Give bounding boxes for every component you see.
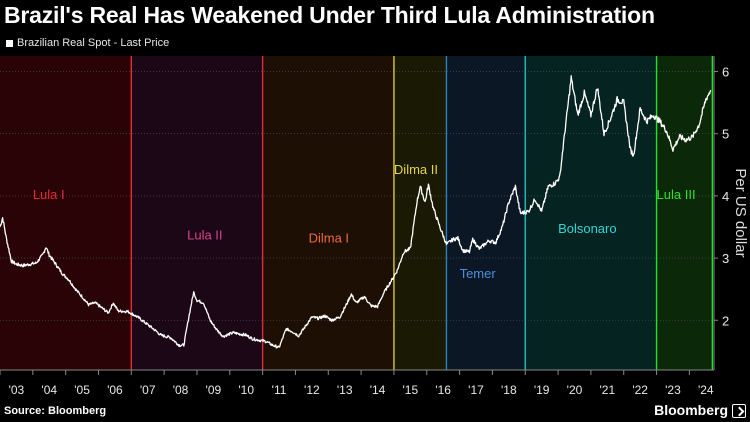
legend-swatch <box>6 39 13 47</box>
x-tick-label: '19 <box>534 383 550 397</box>
chart-title: Brazil's Real Has Weakened Under Third L… <box>4 2 655 28</box>
x-tick-label: '20 <box>567 383 583 397</box>
x-tick-label: '07 <box>140 383 156 397</box>
era-label-dilma-ii: Dilma II <box>394 162 438 177</box>
era-label-lula-iii: Lula III <box>657 187 696 202</box>
series-line-brl <box>0 75 712 349</box>
x-tick-label: '14 <box>370 383 386 397</box>
x-tick-label: '24 <box>698 383 714 397</box>
x-tick-label: '08 <box>173 383 189 397</box>
bloomberg-arrow-icon <box>732 404 746 418</box>
x-tick-label: '06 <box>107 383 123 397</box>
x-tick-label: '17 <box>468 383 484 397</box>
legend: Brazilian Real Spot - Last Price <box>6 37 169 49</box>
era-label-lula-ii: Lula II <box>187 227 222 242</box>
era-boundaries <box>130 56 714 370</box>
x-tick-label: '05 <box>74 383 90 397</box>
gridlines <box>0 71 714 321</box>
x-tick-label: '11 <box>272 383 287 397</box>
x-tick-label: '10 <box>238 383 254 397</box>
y-axis-label: Per US dollar <box>732 168 749 257</box>
chart: Lula I Lula II Dilma I Dilma II Temer Bolsona… <box>0 56 749 397</box>
era-label-bolsonaro: Bolsonaro <box>558 221 617 236</box>
y-tick-label: 4 <box>722 189 729 204</box>
x-tick-label: '03 <box>9 383 25 397</box>
era-bg-dilma-ii <box>393 56 447 370</box>
era-bg-temer <box>446 56 526 370</box>
x-tick-label: '15 <box>403 383 419 397</box>
era-backgrounds <box>0 56 713 370</box>
era-bg-dilma-i <box>262 56 394 370</box>
y-axis: 2 3 4 5 6 <box>713 56 729 370</box>
y-tick-label: 2 <box>722 313 729 328</box>
x-tick-label: '18 <box>501 383 517 397</box>
x-tick-label: '13 <box>337 383 353 397</box>
era-label-dilma-i: Dilma I <box>309 231 349 246</box>
x-tick-label: '16 <box>435 383 451 397</box>
era-label-lula-i: Lula I <box>33 187 65 202</box>
x-tick-label: '21 <box>599 383 615 397</box>
era-label-temer: Temer <box>460 266 497 281</box>
y-tick-label: 6 <box>722 65 729 80</box>
bloomberg-logo: Bloomberg <box>654 402 728 418</box>
y-tick-label: 3 <box>722 251 729 266</box>
era-labels: Lula I Lula II Dilma I Dilma II Temer Bolsona… <box>33 162 696 281</box>
era-bg-lula-ii <box>131 56 263 370</box>
x-tick-label: '22 <box>632 383 648 397</box>
x-tick-label: '23 <box>665 383 681 397</box>
x-tick-label: '12 <box>304 383 320 397</box>
era-bg-lula-i <box>0 56 132 370</box>
source-note: Source: Bloomberg <box>4 405 107 417</box>
x-tick-label: '04 <box>41 383 57 397</box>
x-axis: '03 '04 '05 '06 '07 '08 '09 '10 '11 '12 '13 '14 '15 '… <box>0 369 714 397</box>
y-tick-label: 5 <box>722 127 729 142</box>
x-tick-label: '09 <box>206 383 222 397</box>
era-bg-bolsonaro <box>525 56 657 370</box>
legend-label: Brazilian Real Spot - Last Price <box>17 37 170 49</box>
